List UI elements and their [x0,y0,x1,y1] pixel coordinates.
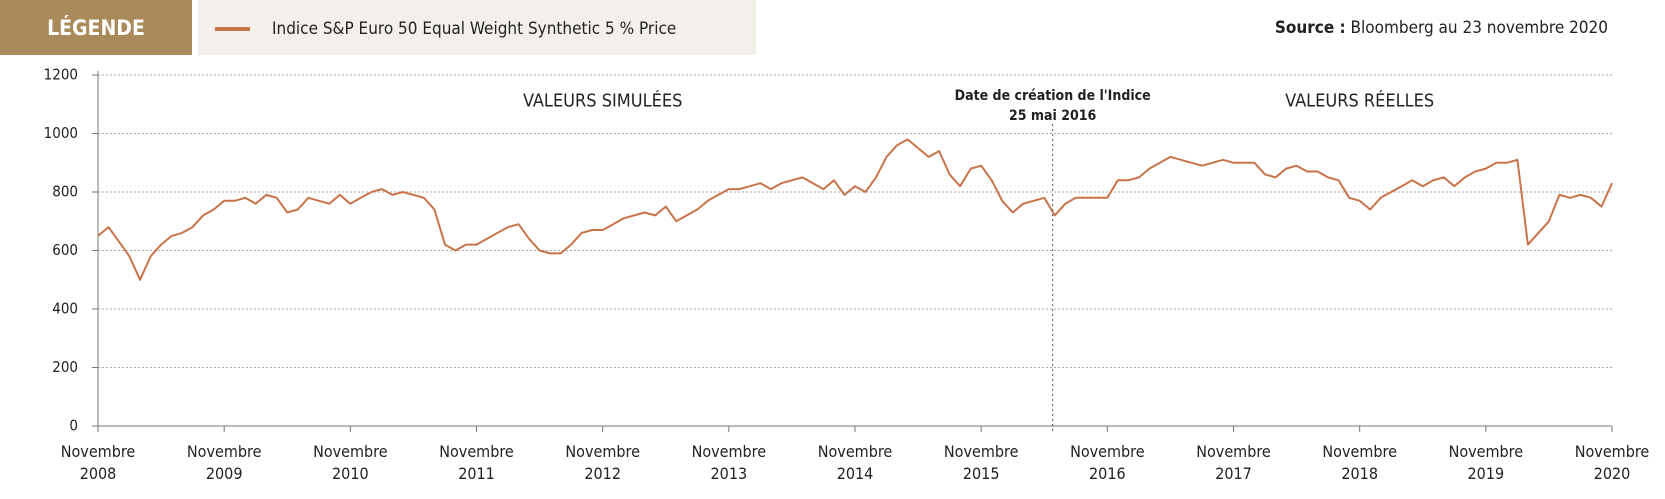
x-tick-label-line: 2013 [711,464,748,483]
x-tick-label-line: 2014 [837,464,874,483]
x-tick-label-line: Novembre [944,442,1019,461]
x-tick-label-line: Novembre [439,442,514,461]
x-tick-label: Novembre 2013 [692,442,767,483]
x-tick-label-line: Novembre [1575,442,1650,461]
x-tick-label: Novembre 2009 [187,442,262,483]
x-tick-label-line: 2019 [1468,464,1505,483]
x-tick-label-line: Novembre [187,442,262,461]
x-tick-label-line: Novembre [61,442,136,461]
source-text: Bloomberg au 23 novembre 2020 [1351,18,1608,38]
source-label: Source : [1275,18,1346,38]
x-tick-label: Novembre 2010 [313,442,388,483]
y-tick-label: 800 [52,183,78,201]
y-tick-label: 0 [69,417,78,435]
x-tick-label: Novembre 2018 [1322,442,1397,483]
annotation: Date de création de l'Indice [955,88,1151,104]
x-tick-label: Novembre 2008 [61,442,136,483]
x-tick-label-line: Novembre [1322,442,1397,461]
legend-box [198,0,756,55]
x-tick-label: Novembre 2012 [565,442,640,483]
annotation: VALEURS SIMULÉES [523,89,682,111]
x-tick-label: Novembre 2014 [818,442,893,483]
source: Source : Bloomberg au 23 novembre 2020 [1275,18,1608,38]
x-tick-label-line: 2009 [206,464,243,483]
y-tick-label: 600 [52,241,78,259]
legend-label: Indice S&P Euro 50 Equal Weight Syntheti… [272,19,676,39]
annotation: 25 mai 2016 [1009,108,1097,124]
x-tick-label-line: 2017 [1215,464,1252,483]
annotation: VALEURS RÉELLES [1285,89,1434,111]
x-tick-label-line: Novembre [1070,442,1145,461]
y-tick-label: 200 [52,358,78,376]
x-tick-label-line: 2016 [1089,464,1126,483]
legend-header: LÉGENDE [47,15,145,40]
x-tick-label-line: Novembre [1449,442,1524,461]
x-tick-label: Novembre 2019 [1449,442,1524,483]
x-tick-label-line: 2015 [963,464,1000,483]
y-tick-label: 400 [52,300,78,318]
x-tick-label-line: 2012 [584,464,621,483]
x-tick-label-line: 2020 [1594,464,1631,483]
x-tick-label: Novembre 2015 [944,442,1019,483]
x-tick-label: Novembre 2011 [439,442,514,483]
x-tick-label-line: 2008 [80,464,117,483]
x-tick-label-line: Novembre [313,442,388,461]
x-tick-label-line: Novembre [692,442,767,461]
x-tick-label: Novembre 2017 [1196,442,1271,483]
x-tick-label-line: Novembre [565,442,640,461]
x-tick-label-line: Novembre [1196,442,1271,461]
y-tick-label: 1000 [44,124,78,142]
y-tick-label: 1200 [44,66,78,84]
x-tick-label-line: 2018 [1341,464,1378,483]
x-tick-label: Novembre 2016 [1070,442,1145,483]
x-tick-label-line: 2010 [332,464,369,483]
x-tick-label-line: 2011 [458,464,495,483]
legend-header-bg [0,0,192,55]
line [97,138,1613,281]
x-tick-label-line: Novembre [818,442,893,461]
x-tick-label: Novembre 2020 [1575,442,1650,483]
